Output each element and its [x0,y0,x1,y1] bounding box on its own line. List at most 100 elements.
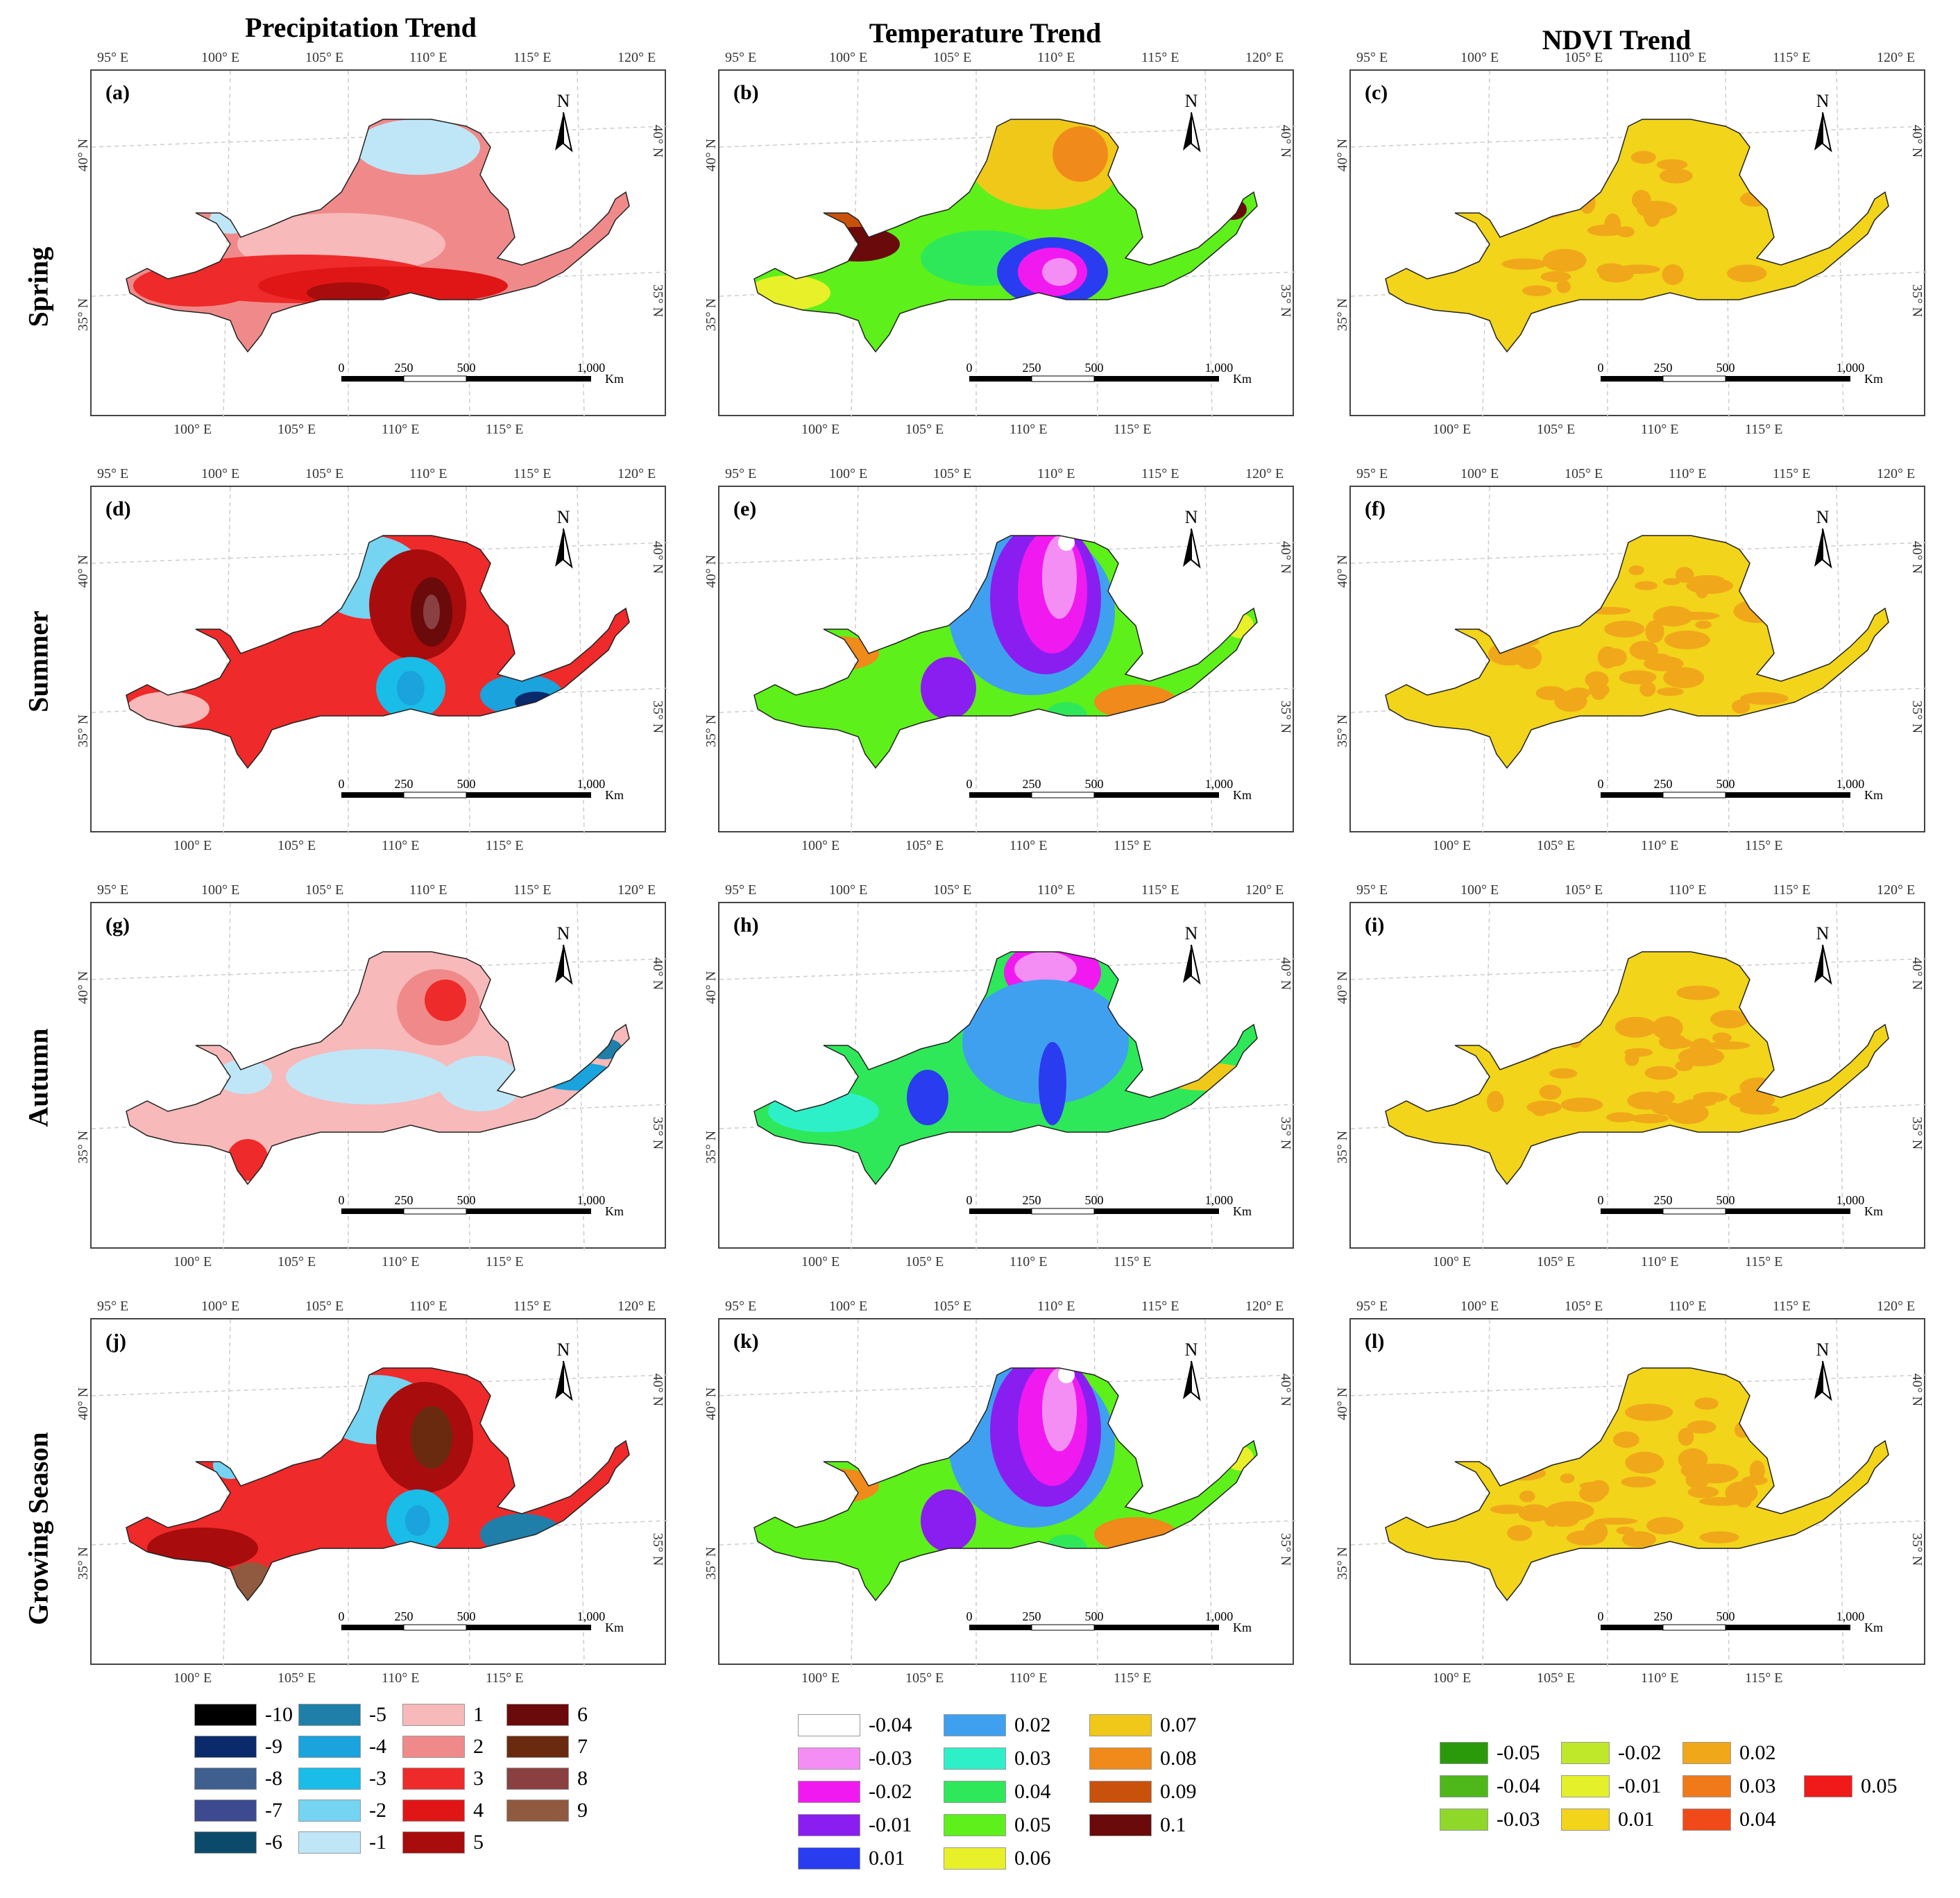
graticule-line [851,1319,859,1666]
legend-label: -0.01 [869,1813,912,1836]
north-arrow-icon: N [1814,1340,1832,1401]
lon-tick-top: 110° E [1669,466,1707,481]
trend-zone [147,1528,258,1569]
trend-zone [1533,1007,1574,1020]
north-label: N [1816,91,1830,111]
legend-swatch [1089,1814,1152,1836]
column-title-precipitation: Precipitation Trend [245,12,477,43]
basin-fill [754,952,1257,1184]
lon-tick-bottom: 105° E [1537,838,1576,853]
basin-fill [754,536,1257,768]
legend-item: 0.03 [1682,1775,1776,1798]
map-panel: N 0 250 500 1,000 Km (j) 40° N 35° N 40° N 35° N [76,1318,667,1666]
lon-tick-top: 115° E [1773,1299,1811,1314]
lon-tick-bottom: 100° E [801,1254,840,1269]
lon-tick-top: 105° E [305,50,344,65]
trend-zone [1659,168,1693,184]
trend-zone [1494,616,1510,631]
trend-zone [1663,1038,1693,1049]
panel-letter: (e) [733,497,757,520]
trend-zone [1542,248,1587,272]
legend-item: 1 [402,1703,484,1727]
trend-zone [1686,577,1733,595]
legend-swatch [1561,1809,1610,1831]
legend-item: 0.06 [944,1847,1051,1870]
lon-tick-top: 110° E [1037,466,1075,481]
trend-zone [1503,1465,1546,1481]
trend-zone [1729,1091,1775,1109]
trend-zone [1531,563,1558,584]
scale-label: 1,000 [1205,361,1234,375]
legend-item: 3 [402,1767,484,1790]
map-panel: N 0 250 500 1,000 Km (l) 40° N 35° N 40° N 35° N [1335,1318,1927,1666]
lon-tick-bottom: 110° E [1641,1254,1679,1269]
scale-label: 1,000 [1205,1193,1234,1207]
lon-tick-top: 120° E [617,882,656,898]
lon-tick-bottom: 100° E [173,1670,212,1686]
lat-tick-right: 40° N [650,1373,666,1407]
panel-letter: (f) [1365,497,1386,520]
lon-tick-top: 110° E [1037,50,1075,65]
basin-outline [1385,951,1889,1186]
scale-unit: Km [1233,1204,1252,1218]
legend-label: 3 [473,1767,484,1790]
scale-label: 500 [457,361,476,375]
scale-label: 250 [1023,361,1041,375]
trend-zone [1226,1446,1254,1471]
legend-item: -6 [194,1831,282,1854]
lon-tick-top: 115° E [513,50,552,65]
legend-swatch [798,1714,860,1736]
lon-tick-top: 100° E [1460,882,1499,898]
lon-tick-bottom: 100° E [1433,1670,1472,1686]
lon-tick-bottom: 105° E [1537,1670,1576,1686]
basin-outline [126,951,630,1186]
scale-label: 250 [1654,1609,1673,1623]
trend-zone [1533,590,1555,610]
legend-item: -0.04 [798,1713,912,1737]
legend-swatch [944,1781,1006,1803]
legend-item: 8 [506,1767,588,1790]
trend-zone [1477,626,1507,633]
north-label: N [1185,91,1198,111]
legend-swatch [1440,1775,1488,1797]
legend-label: 0.01 [1618,1808,1655,1831]
lon-tick-bottom: 115° E [1745,1670,1783,1686]
trend-zone [1560,1473,1575,1484]
basin-outline [753,535,1258,769]
legend-item: -9 [194,1735,282,1759]
graticule-line [1482,1319,1490,1666]
lon-tick-bottom: 100° E [1433,838,1472,853]
legend-label: 0.03 [1739,1775,1776,1797]
legend-label: -0.02 [1618,1741,1662,1764]
trend-zone [1515,149,1562,173]
trend-zone [1740,191,1770,207]
legend-swatch [506,1768,569,1790]
lon-tick-top: 115° E [1141,1299,1179,1314]
trend-zone [1644,203,1661,228]
north-label: N [557,923,570,943]
lat-tick-right: 40° N [1278,124,1294,158]
trend-zone [1651,1102,1684,1115]
trend-zone [1740,692,1789,705]
legend-swatch [194,1736,257,1758]
legend-item: 0.05 [944,1813,1051,1837]
north-arrow-icon: N [1183,91,1201,153]
trend-zone [1094,685,1177,719]
trend-zone [405,1505,430,1536]
trend-zone [1738,583,1768,597]
lat-tick-right: 35° N [1909,284,1925,318]
trend-zone [1519,1490,1535,1503]
panel-letter: (d) [105,497,131,520]
lat-tick-left: 40° N [704,554,719,588]
lon-tick-top: 115° E [1773,466,1811,481]
trend-zone [1624,1050,1639,1066]
lon-tick-bottom: 100° E [173,838,212,853]
scale-unit: Km [1864,788,1883,802]
trend-zone [1675,567,1694,583]
trend-zone [1727,264,1767,282]
scale-label: 1,000 [1837,361,1865,375]
lat-tick-right: 40° N [650,957,666,991]
